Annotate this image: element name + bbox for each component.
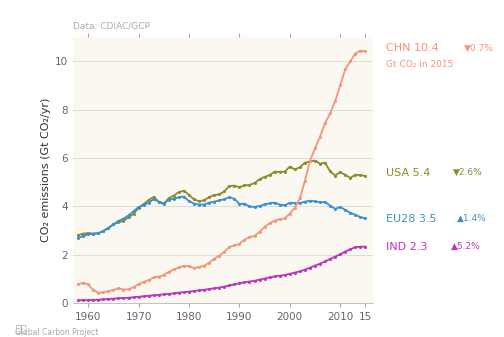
Text: Gt CO₂ in 2015: Gt CO₂ in 2015 <box>386 60 453 69</box>
Text: Ⓒⓘ: Ⓒⓘ <box>15 324 27 334</box>
Text: Global Carbon Project: Global Carbon Project <box>15 328 98 337</box>
Text: EU28 3.5: EU28 3.5 <box>386 214 436 223</box>
Text: ▼0.7%: ▼0.7% <box>464 43 493 53</box>
Text: Data: CDIAC/GCP: Data: CDIAC/GCP <box>73 22 150 30</box>
Text: ▼2.6%: ▼2.6% <box>453 168 482 177</box>
Text: IND 2.3: IND 2.3 <box>386 242 427 252</box>
Text: ▲5.2%: ▲5.2% <box>451 242 481 251</box>
Text: CHN 10.4: CHN 10.4 <box>386 43 438 53</box>
Y-axis label: CO₂ emissions (Gt CO₂/yr): CO₂ emissions (Gt CO₂/yr) <box>41 98 51 242</box>
Text: ▲1.4%: ▲1.4% <box>457 214 487 223</box>
Text: USA 5.4: USA 5.4 <box>386 167 430 178</box>
